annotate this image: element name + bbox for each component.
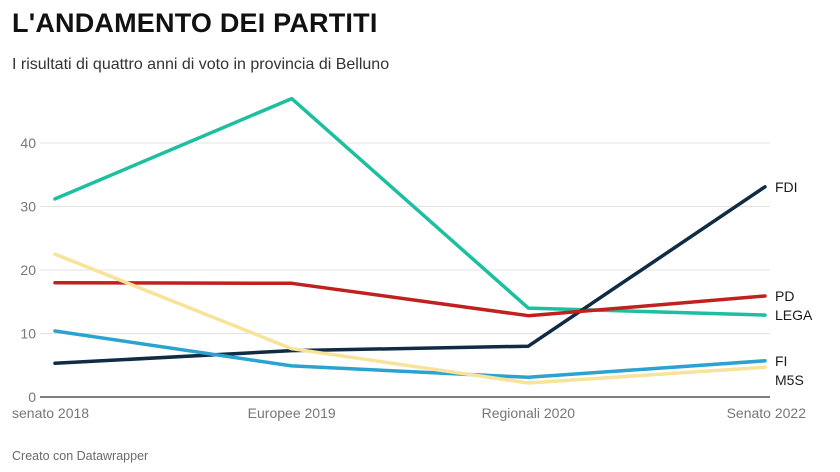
series-label-fi: FI (775, 353, 787, 369)
chart-subtitle: I risultati di quattro anni di voto in p… (12, 56, 390, 73)
series-labels: FDI PD LEGA FI M5S (775, 179, 813, 388)
y-tick-label: 20 (20, 262, 36, 278)
x-axis-ticks: senato 2018 Europee 2019 Regionali 2020 Sen… (12, 405, 806, 421)
y-tick-label: 30 (20, 199, 36, 215)
footer-credit: Creato con Datawrapper (12, 449, 149, 463)
series-line-m5s (53, 252, 767, 385)
x-tick-label: Regionali 2020 (482, 405, 576, 421)
series-lines (53, 96, 767, 385)
series-line-lega (53, 96, 767, 317)
grid-lines (40, 142, 770, 398)
series-label-lega: LEGA (775, 307, 813, 323)
series-line-fdi (53, 185, 767, 366)
x-tick-label: Europee 2019 (248, 405, 336, 421)
x-tick-label: Senato 2022 (727, 405, 807, 421)
series-label-m5s: M5S (775, 372, 804, 388)
series-label-fdi: FDI (775, 179, 798, 195)
y-tick-label: 10 (20, 326, 36, 342)
y-axis-ticks: 0 10 20 30 40 (20, 135, 36, 405)
x-tick-label: senato 2018 (12, 405, 89, 421)
y-tick-label: 0 (28, 389, 36, 405)
series-line-fi (53, 329, 767, 380)
series-line-pd (53, 280, 767, 318)
series-label-pd: PD (775, 288, 794, 304)
y-tick-label: 40 (20, 135, 36, 151)
chart-title: L'ANDAMENTO DEI PARTITI (12, 8, 378, 38)
